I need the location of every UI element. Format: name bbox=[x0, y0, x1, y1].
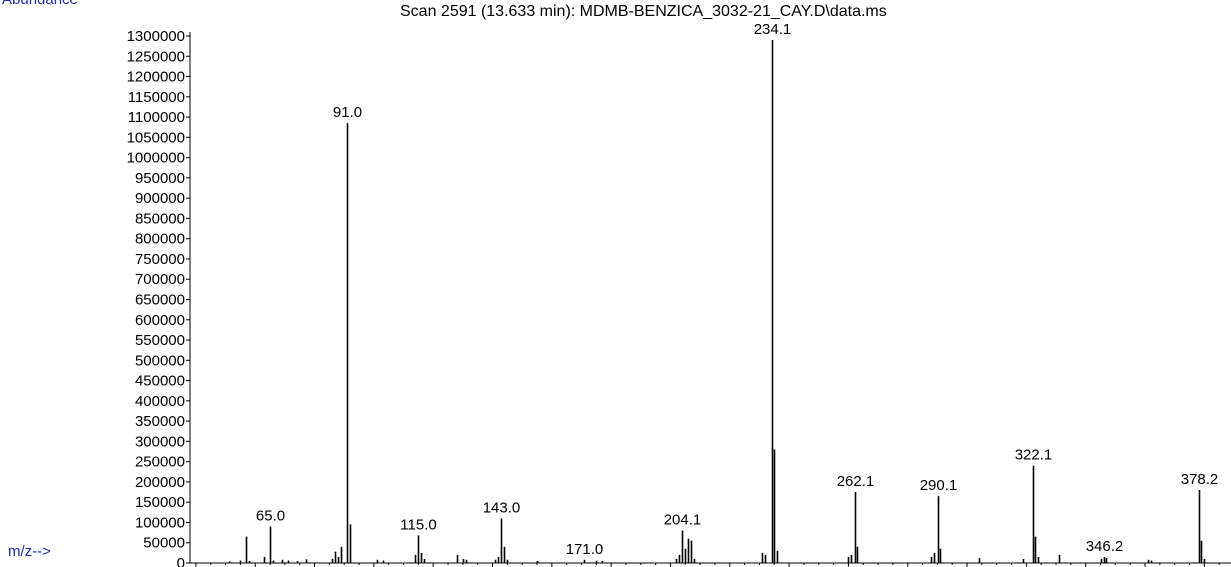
y-tick-label: 1100000 bbox=[128, 109, 185, 126]
peak-label: 204.1 bbox=[664, 512, 702, 529]
y-tick-label: 300000 bbox=[135, 433, 185, 450]
peak-label: 171.0 bbox=[566, 541, 604, 558]
chart-title: Scan 2591 (13.633 min): MDMB-BENZICA_303… bbox=[400, 3, 887, 20]
y-tick-label: 1000000 bbox=[127, 150, 185, 167]
y-tick-label: 0 bbox=[177, 555, 185, 567]
peak-label: 91.0 bbox=[333, 104, 362, 121]
peak-label: 322.1 bbox=[1015, 447, 1053, 464]
peak-label: 65.0 bbox=[256, 508, 285, 525]
y-tick-label: 400000 bbox=[135, 393, 185, 410]
y-tick-label: 1250000 bbox=[127, 48, 185, 65]
peak-label: 290.1 bbox=[920, 477, 958, 494]
y-tick-label: 1200000 bbox=[127, 69, 185, 86]
y-tick-label: 50000 bbox=[143, 535, 185, 552]
y-tick-label: 1150000 bbox=[128, 89, 185, 106]
peak-label: 346.2 bbox=[1086, 538, 1124, 555]
y-tick-label: 550000 bbox=[135, 332, 185, 349]
y-tick-label: 250000 bbox=[135, 454, 185, 471]
y-tick-label: 700000 bbox=[135, 271, 185, 288]
peak-label: 234.1 bbox=[754, 21, 792, 38]
y-tick-label: 750000 bbox=[135, 251, 185, 268]
y-tick-label: 150000 bbox=[135, 494, 185, 511]
peak-label: 262.1 bbox=[837, 473, 875, 490]
y-tick-label: 800000 bbox=[135, 231, 185, 248]
y-tick-label: 450000 bbox=[135, 373, 185, 390]
y-tick-label: 600000 bbox=[135, 312, 185, 329]
y-tick-label: 900000 bbox=[135, 190, 185, 207]
y-tick-label: 500000 bbox=[135, 352, 185, 369]
x-axis-title: m/z--> bbox=[8, 543, 51, 560]
y-tick-label: 350000 bbox=[135, 413, 185, 430]
y-axis-title: Abundance bbox=[2, 0, 78, 8]
peak-label: 143.0 bbox=[483, 499, 521, 516]
y-tick-label: 200000 bbox=[135, 474, 185, 491]
y-tick-label: 100000 bbox=[135, 514, 185, 531]
peak-label: 378.2 bbox=[1181, 471, 1219, 488]
peak-label: 115.0 bbox=[400, 516, 436, 533]
y-tick-label: 950000 bbox=[135, 170, 185, 187]
y-tick-label: 1300000 bbox=[127, 28, 185, 45]
y-tick-label: 850000 bbox=[135, 210, 185, 227]
y-tick-label: 1050000 bbox=[127, 129, 185, 146]
y-tick-label: 650000 bbox=[135, 292, 185, 309]
